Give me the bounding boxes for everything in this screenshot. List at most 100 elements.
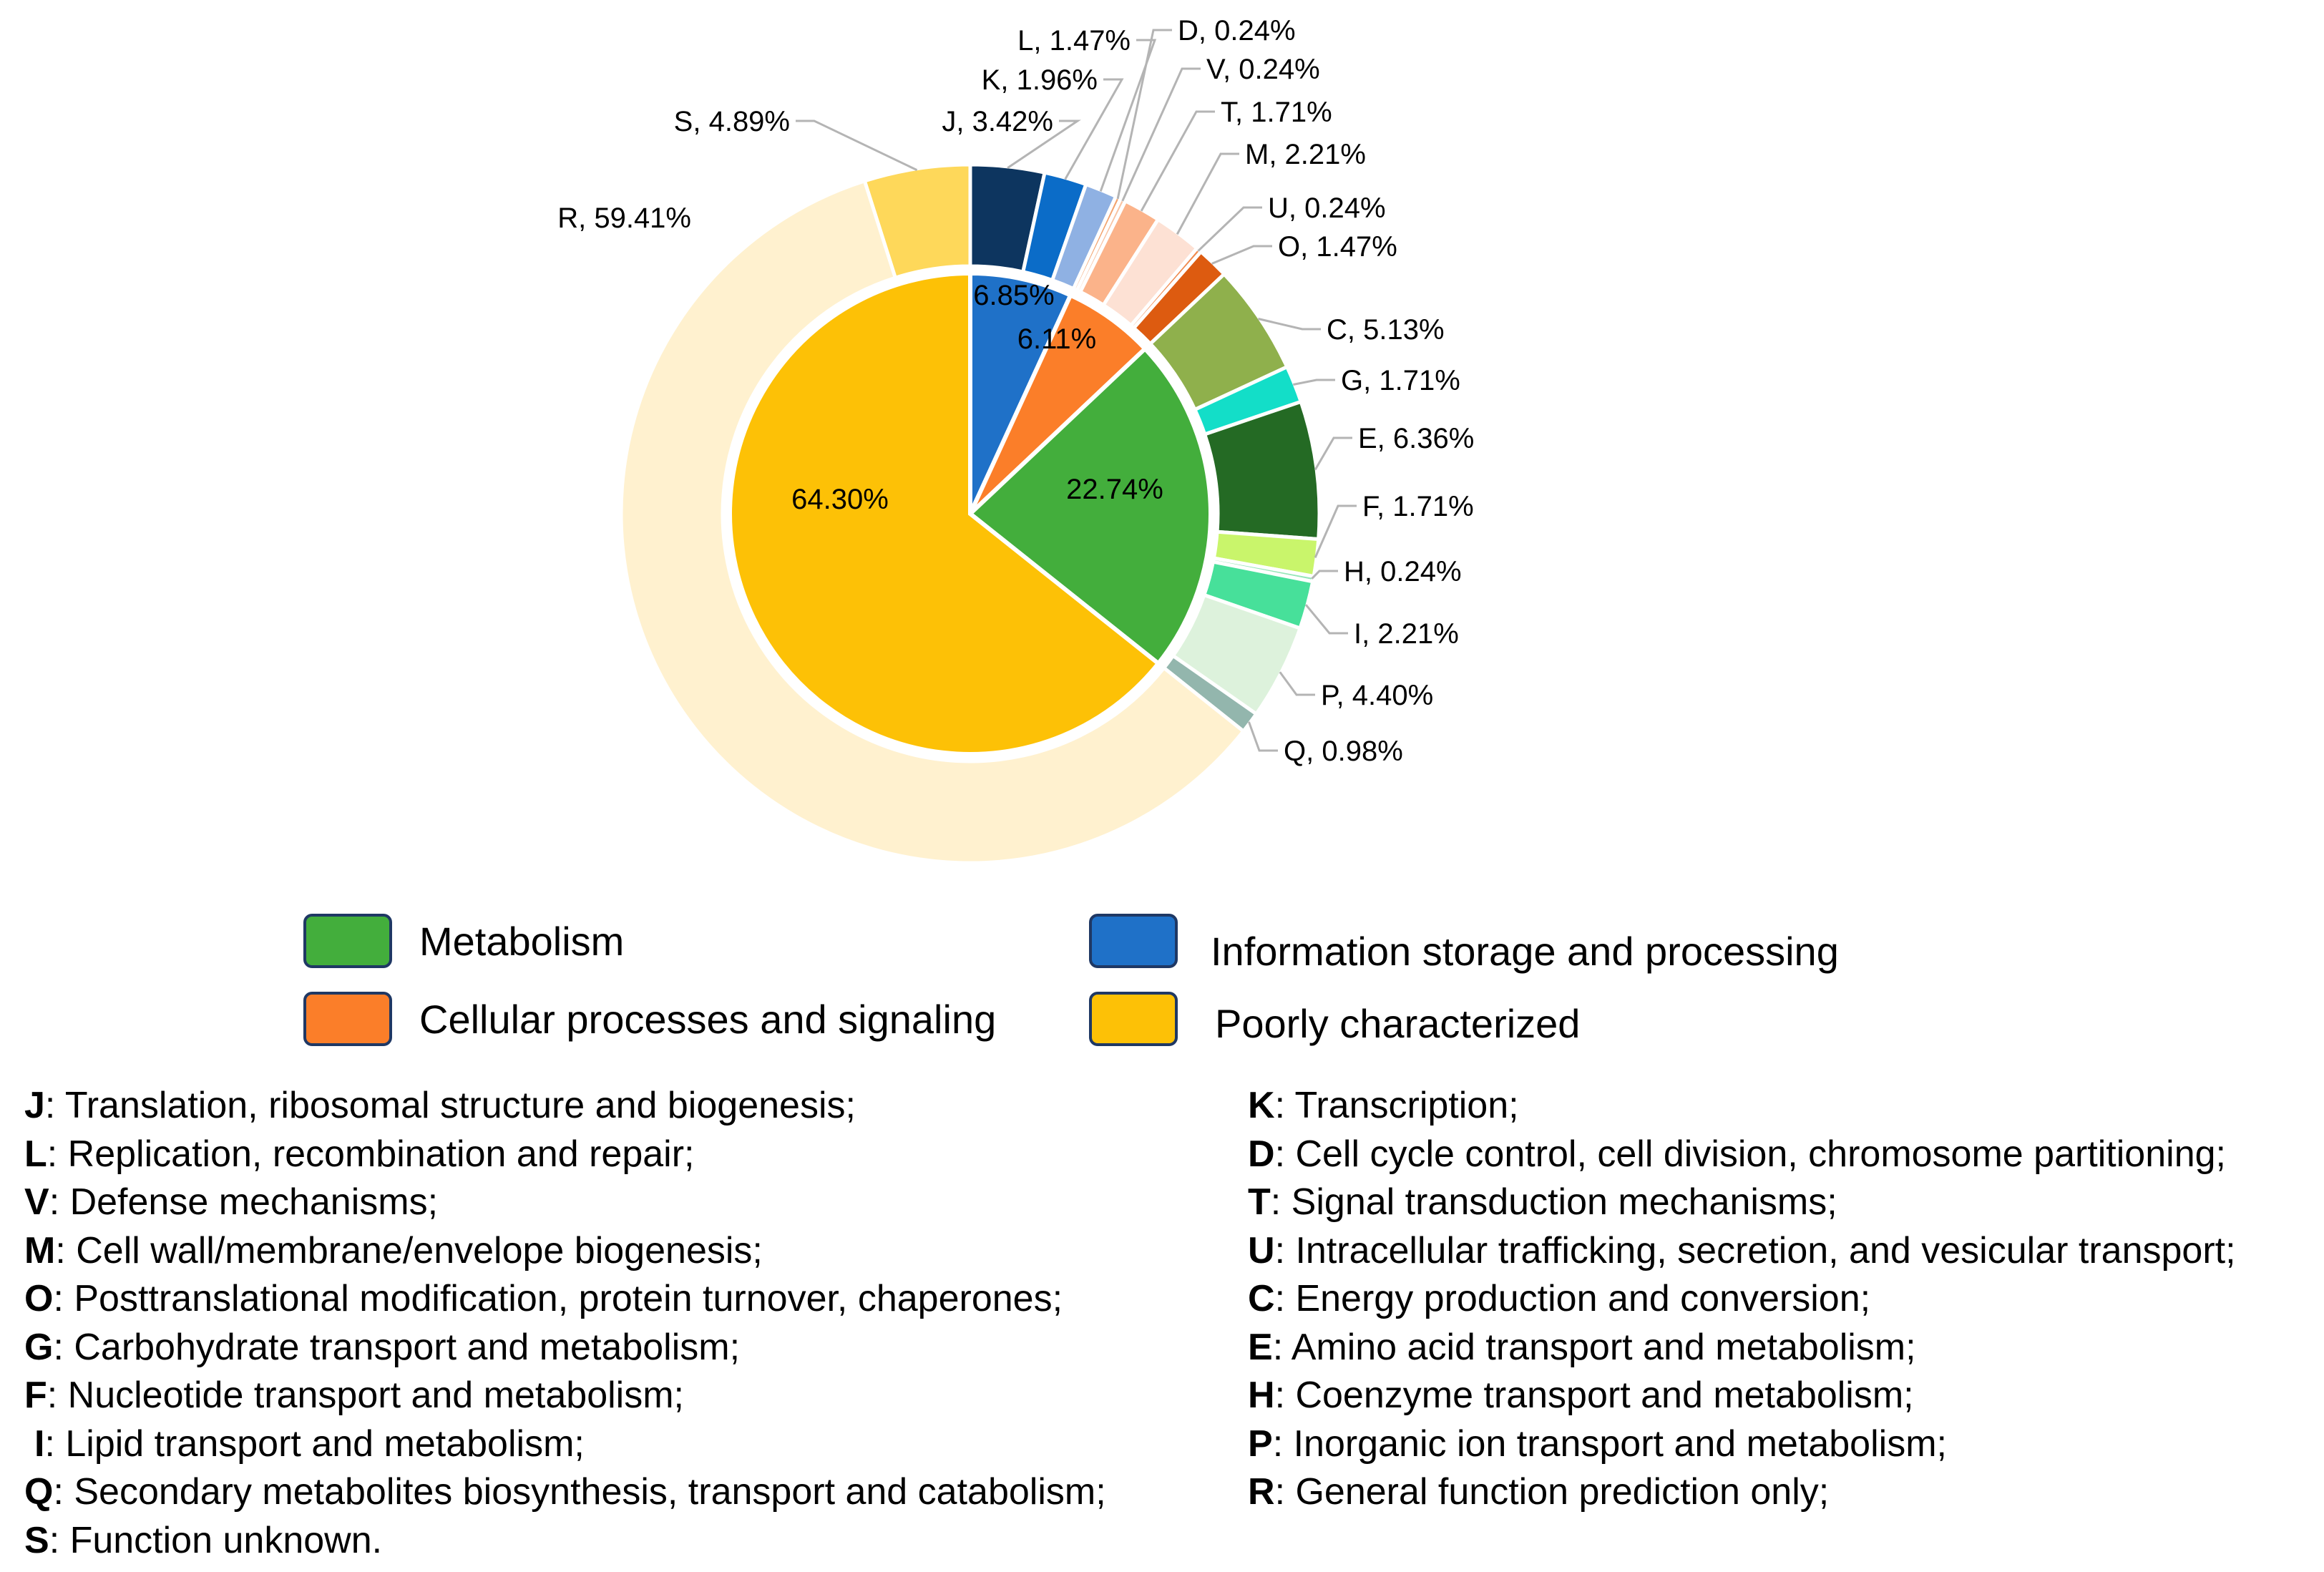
desc-text: : Lipid transport and metabolism;	[44, 1422, 585, 1465]
desc-code: T	[1248, 1181, 1271, 1223]
desc-text: : General function prediction only;	[1274, 1471, 1830, 1513]
desc-line-u: U: Intracellular trafficking, secretion,…	[1248, 1227, 2236, 1276]
leader-line-f	[1314, 504, 1357, 559]
leader-line-i	[1304, 604, 1348, 635]
desc-code: O	[24, 1278, 54, 1319]
desc-line-j: J: Translation, ribosomal structure and …	[24, 1082, 1106, 1131]
desc-code: H	[1248, 1375, 1275, 1416]
leader-line-s	[796, 119, 918, 172]
legend-swatch-cellular	[303, 992, 392, 1046]
outer-slice-label-i: I, 2.21%	[1354, 618, 1459, 650]
desc-code: D	[1248, 1133, 1275, 1175]
leader-line-d	[1116, 29, 1172, 200]
leader-line-e	[1314, 436, 1352, 471]
outer-slice-label-o: O, 1.47%	[1278, 231, 1397, 263]
desc-line-p: P: Inorganic ion transport and metabolis…	[1248, 1420, 2236, 1469]
outer-slice-label-r: R, 59.41%	[557, 202, 691, 234]
desc-code: R	[1248, 1471, 1275, 1513]
desc-code: L	[24, 1133, 47, 1175]
desc-code: E	[1248, 1326, 1273, 1368]
desc-line-e: E: Amino acid transport and metabolism;	[1248, 1324, 2236, 1372]
outer-ring	[619, 162, 1322, 865]
leader-line-g	[1293, 379, 1335, 386]
inner-slice-label: 6.85%	[973, 280, 1054, 311]
outer-slice-label-v: V, 0.24%	[1206, 54, 1320, 85]
inner-slice-label: 6.11%	[1017, 323, 1096, 355]
outer-slice-label-u: U, 0.24%	[1268, 192, 1386, 224]
leader-line-q	[1247, 721, 1278, 752]
desc-line-t: T: Signal transduction mechanisms;	[1248, 1178, 2236, 1227]
desc-line-o: O: Posttranslational modification, prote…	[24, 1275, 1106, 1324]
desc-line-i: I: Lipid transport and metabolism;	[24, 1420, 1106, 1469]
inner-pie	[728, 270, 1213, 756]
desc-line-h: H: Coenzyme transport and metabolism;	[1248, 1372, 2236, 1420]
desc-code: J	[24, 1085, 45, 1126]
outer-slice-label-k: K, 1.96%	[982, 64, 1098, 96]
cog-pie-chart: 6.85% 6.11% 22.74% 64.30% J, 3.42% K, 1.96% L,…	[557, 15, 1475, 865]
desc-line-k: K: Transcription;	[1248, 1082, 2236, 1131]
desc-line-f: F: Nucleotide transport and metabolism;	[24, 1372, 1106, 1420]
description-column-right: K: Transcription; D: Cell cycle control,…	[1248, 1082, 2236, 1517]
leader-line-m	[1176, 152, 1239, 235]
slice-labels: 6.85% 6.11% 22.74% 64.30% J, 3.42% K, 1.96% L,…	[557, 15, 1474, 767]
desc-text: : Inorganic ion transport and metabolism…	[1272, 1422, 1947, 1465]
outer-slice-label-l: L, 1.47%	[1017, 25, 1131, 57]
desc-line-g: G: Carbohydrate transport and metabolism…	[24, 1324, 1106, 1372]
leader-line-v	[1121, 67, 1201, 202]
outer-slice-label-d: D, 0.24%	[1178, 15, 1296, 47]
legend-label-poorly: Poorly characterized	[1215, 1001, 1581, 1046]
desc-line-l: L: Replication, recombination and repair…	[24, 1131, 1106, 1179]
legend-swatch-poorly	[1089, 992, 1178, 1046]
leader-line-h	[1311, 570, 1338, 580]
legend-swatch-information	[1089, 914, 1178, 968]
outer-slice-label-h: H, 0.24%	[1344, 556, 1462, 587]
inner-slice-poorly-characterized	[728, 270, 1162, 756]
inner-slice-label: 64.30%	[791, 484, 889, 515]
outer-slice-label-e: E, 6.36%	[1358, 423, 1474, 454]
outer-slice-s	[862, 162, 972, 280]
desc-line-s: S: Function unknown.	[24, 1517, 1106, 1566]
desc-text: : Transcription;	[1274, 1085, 1519, 1126]
leader-lines	[796, 29, 1357, 752]
outer-slice-label-c: C, 5.13%	[1327, 314, 1445, 346]
leader-line-l	[1099, 39, 1157, 192]
leader-line-p	[1279, 671, 1315, 696]
desc-text: : Amino acid transport and metabolism;	[1272, 1326, 1916, 1368]
desc-code: P	[1248, 1422, 1273, 1465]
desc-line-r: R: General function prediction only;	[1248, 1468, 2236, 1517]
desc-code: C	[1248, 1278, 1275, 1319]
outer-slice-label-m: M, 2.21%	[1245, 139, 1366, 170]
desc-code: Q	[24, 1471, 54, 1513]
desc-line-d: D: Cell cycle control, cell division, ch…	[1248, 1131, 2236, 1179]
desc-text: : Carbohydrate transport and metabolism;	[53, 1326, 741, 1368]
outer-slice-label-s: S, 4.89%	[674, 106, 790, 137]
outer-slice-label-j: J, 3.42%	[942, 106, 1053, 137]
leader-line-t	[1140, 110, 1215, 212]
outer-slice-label-q: Q, 0.98%	[1284, 736, 1403, 767]
leader-line-c	[1258, 318, 1321, 331]
leader-line-j	[1007, 119, 1081, 170]
desc-text: : Secondary metabolites biosynthesis, tr…	[53, 1471, 1106, 1513]
desc-text: : Cell cycle control, cell division, chr…	[1274, 1133, 2226, 1175]
desc-text: : Function unknown.	[49, 1519, 383, 1561]
desc-line-m: M: Cell wall/membrane/envelope biogenesi…	[24, 1227, 1106, 1276]
desc-text: : Posttranslational modification, protei…	[53, 1278, 1063, 1319]
desc-text: : Replication, recombination and repair;	[47, 1133, 695, 1175]
desc-code: M	[24, 1229, 56, 1271]
desc-text: : Signal transduction mechanisms;	[1270, 1181, 1837, 1223]
outer-slice-label-g: G, 1.71%	[1341, 365, 1460, 396]
desc-code: U	[1248, 1229, 1275, 1271]
desc-line-q: Q: Secondary metabolites biosynthesis, t…	[24, 1468, 1106, 1517]
outer-slice-r	[619, 178, 1246, 865]
desc-text: : Energy production and conversion;	[1274, 1278, 1871, 1319]
desc-text: : Cell wall/membrane/envelope biogenesis…	[55, 1229, 763, 1271]
desc-code: F	[24, 1375, 47, 1416]
desc-code: S	[24, 1519, 49, 1561]
legend-swatch-metabolism	[303, 914, 392, 968]
desc-text: : Translation, ribosomal structure and b…	[44, 1085, 856, 1126]
inner-slice-label: 22.74%	[1066, 474, 1163, 505]
legend-label-cellular: Cellular processes and signaling	[419, 997, 997, 1042]
desc-code: I	[34, 1422, 45, 1465]
description-column-left: J: Translation, ribosomal structure and …	[24, 1082, 1106, 1565]
desc-text: : Coenzyme transport and metabolism;	[1274, 1375, 1914, 1416]
